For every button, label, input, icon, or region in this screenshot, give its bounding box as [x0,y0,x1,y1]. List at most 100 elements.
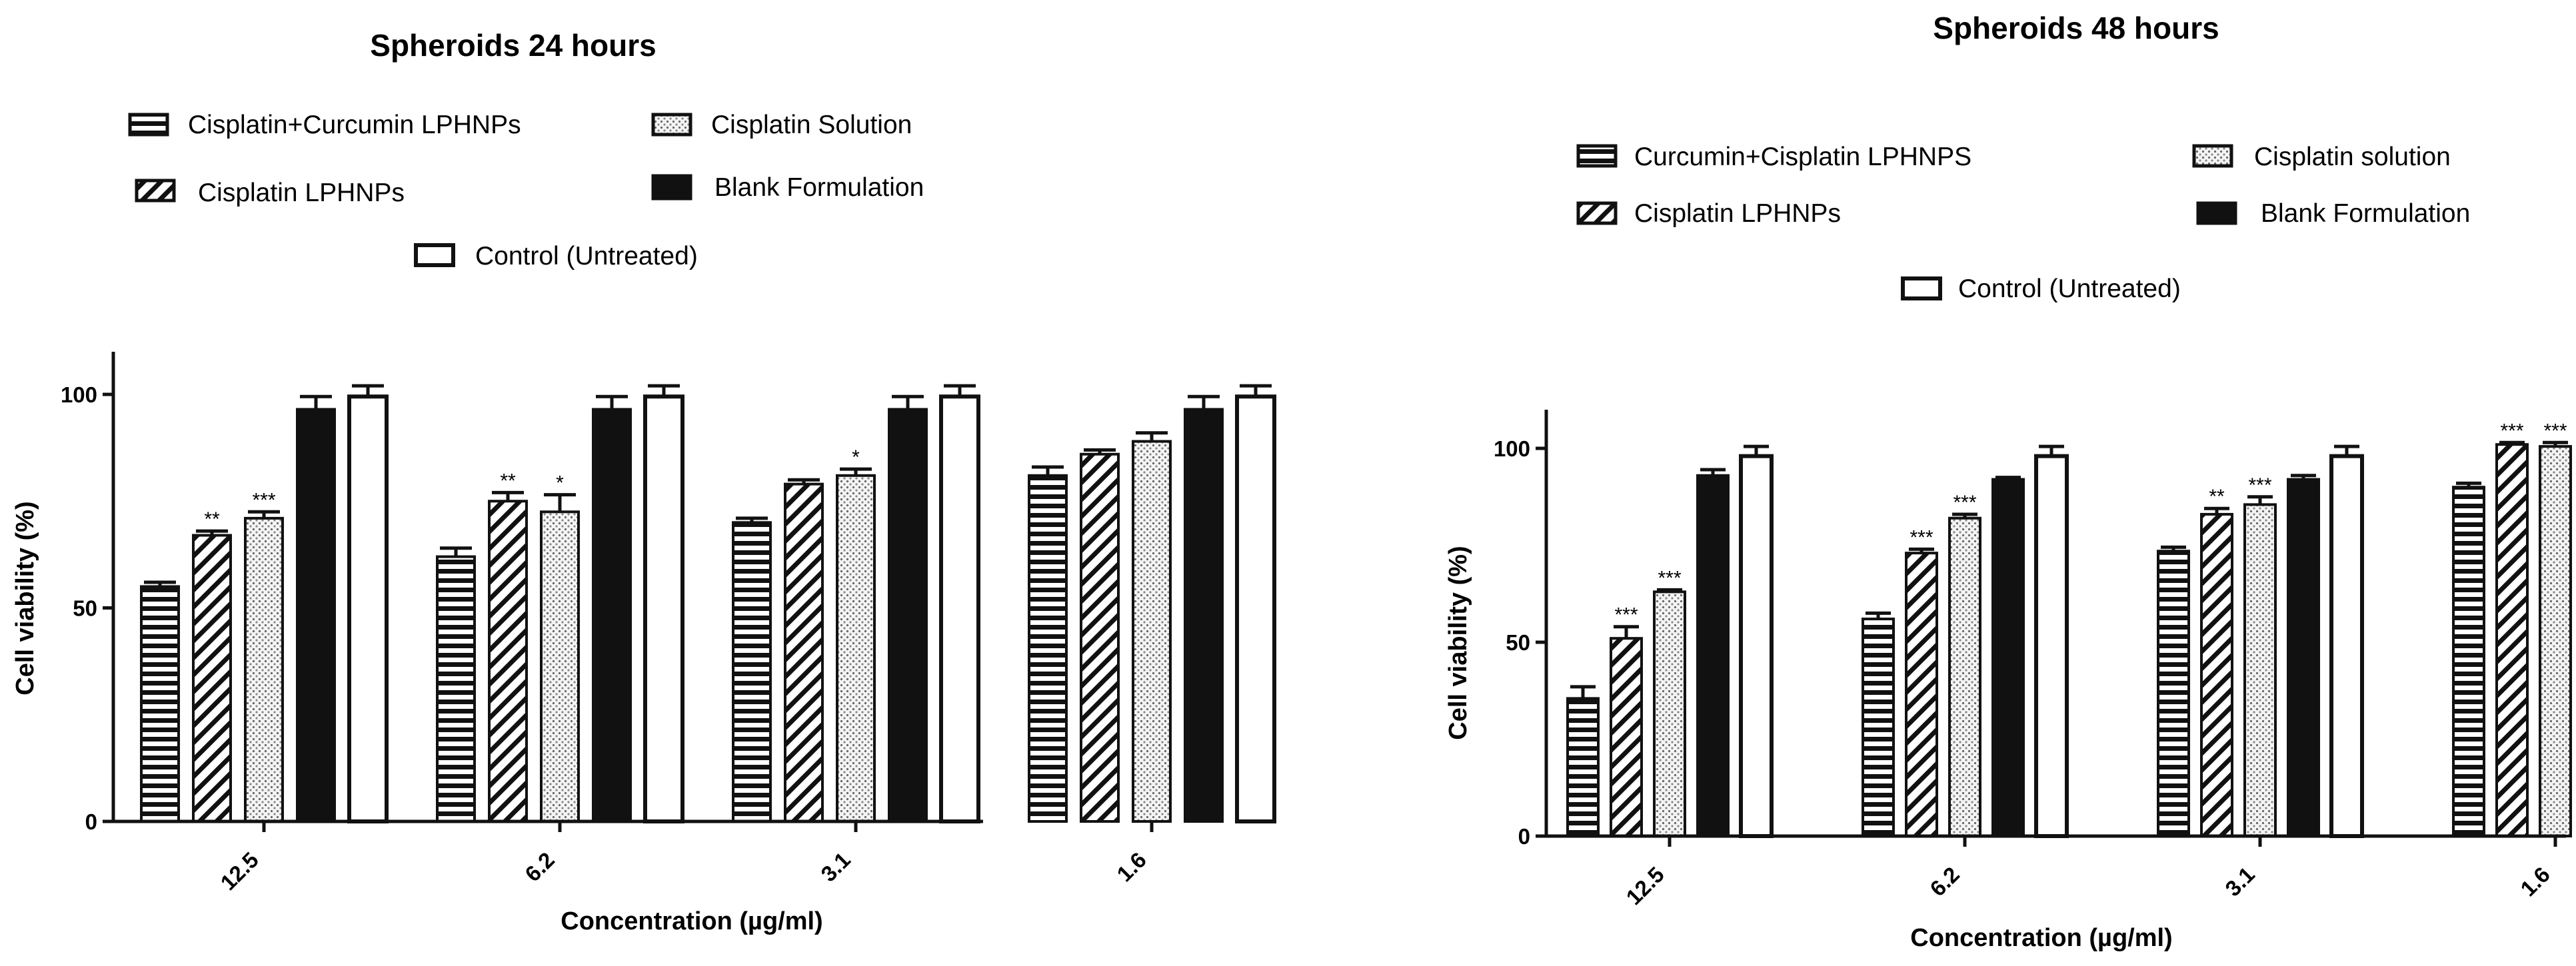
significance-label-48h: *** [1658,567,1681,589]
bar-24h-1-1_6 [1028,474,1068,823]
legend-48h-item-2: Cisplatin LPHNPs [1576,199,1841,228]
legend-24h-item-3: Cisplatin Solution [651,111,912,139]
bar-24h-1-3_1 [732,521,772,823]
legend-24h-item-4: Blank Formulation [651,173,924,202]
chart-24h-y-label: Cell viability (%) [11,501,39,695]
bar-48h-4-12_5 [1696,474,1730,837]
legend-24h-swatch-1 [128,113,169,137]
significance-label-48h: *** [1614,604,1638,626]
legend-24h-label-5: Control (Untreated) [475,242,698,270]
legend-48h-item-3: Cisplatin solution [2192,143,2451,171]
legend-48h-swatch-2 [1576,201,1618,225]
chart-48h-x-tick-label: 1.6 [2515,862,2555,901]
chart-24h-y-tick-label: 100 [61,382,97,407]
legend-48h-label-2: Cisplatin LPHNPs [1634,199,1841,228]
bar-48h-2-6_2 [1905,552,1938,837]
bar-24h-4-6_2 [592,408,632,823]
legend-48h-item-1: Curcumin+Cisplatin LPHNPS [1576,143,1971,171]
bar-24h-2-3_1 [784,482,824,823]
bar-24h-1-12_5 [140,585,180,823]
chart-24h-y-tick-label: 0 [85,809,97,834]
legend-24h-label-3: Cisplatin Solution [711,111,912,139]
legend-24h-swatch-4 [651,174,692,201]
bar-48h-1-1_6 [2452,486,2485,837]
bar-24h-3-3_1 [836,474,876,823]
chart-48h-x-ticks: 12.5 6.2 3.1 1.6 [1621,836,2557,910]
bar-48h-2-1_6 [2495,443,2529,837]
legend-24h-swatch-3 [651,113,692,137]
chart-48h-y-label: Cell viability (%) [1444,546,1472,739]
significance-label-24h: ** [204,508,220,530]
bar-48h-1-6_2 [1862,618,1895,838]
bar-24h-5-3_1 [939,394,980,823]
legend-24h-item-2: Cisplatin LPHNPs [135,179,405,207]
bar-48h-2-12_5 [1610,637,1643,837]
legend-48h-item-4: Blank Formulation [2196,199,2470,228]
chart-48h-bars: ************ ******** *** [1566,420,2572,838]
legend-48h-swatch-4 [2196,201,2237,225]
chart-48h: Spheroids 48 hours Curcumin+Cisplatin LP… [1444,11,2572,952]
significance-label-48h: *** [2543,420,2567,442]
chart-24h-x-tick-label: 6.2 [520,847,559,887]
chart-24h-legend: Cisplatin+Curcumin LPHNPs Cisplatin LPHN… [128,111,924,270]
bar-24h-5-1_6 [1235,394,1276,823]
chart-48h-x-tick-label: 3.1 [2220,862,2259,901]
chart-48h-y-tick-label: 100 [1494,436,1530,461]
bar-48h-4-3_1 [2287,478,2320,837]
legend-24h-swatch-2 [135,179,176,203]
legend-48h-label-4: Blank Formulation [2261,199,2470,228]
chart-48h-y-ticks: 0 50 100 [1494,436,1546,849]
bar-24h-4-1_6 [1184,408,1224,823]
bar-24h-1-6_2 [436,555,476,823]
bar-24h-4-12_5 [296,408,336,823]
significance-label-24h: * [852,446,860,468]
chart-24h-bars: ******* ** [140,384,1276,823]
bar-24h-5-6_2 [643,394,684,823]
legend-24h-item-1: Cisplatin+Curcumin LPHNPs [128,111,521,139]
significance-label-48h: ** [2209,486,2225,508]
bar-48h-3-1_6 [2539,445,2572,837]
chart-48h-title: Spheroids 48 hours [1933,11,2219,45]
legend-48h-item-5: Control (Untreated) [1901,274,2181,303]
significance-label-24h: ** [500,470,516,492]
legend-24h-swatch-5 [414,243,455,267]
legend-48h-swatch-3 [2192,144,2233,168]
legend-24h-label-1: Cisplatin+Curcumin LPHNPs [188,111,521,139]
chart-48h-x-tick-label: 12.5 [1621,862,1669,910]
legend-24h-label-4: Blank Formulation [714,173,924,202]
chart-24h-x-ticks: 12.5 6.2 3.1 1.6 [215,821,1154,895]
chart-24h: Spheroids 24 hours Cisplatin+Curcumin LP… [11,28,1276,935]
chart-24h-x-tick-label: 3.1 [816,847,855,887]
bar-24h-3-12_5 [244,516,284,823]
chart-48h-x-tick-label: 6.2 [1925,862,1964,901]
chart-24h-x-tick-label: 12.5 [215,847,263,895]
chart-24h-title: Spheroids 24 hours [370,28,656,63]
legend-48h-label-5: Control (Untreated) [1958,274,2181,303]
bar-24h-5-12_5 [347,394,389,823]
significance-label-48h: *** [1953,492,1976,514]
chart-48h-x-label: Concentration (µg/ml) [1910,924,2172,952]
legend-24h-item-5: Control (Untreated) [414,242,698,270]
bar-48h-3-6_2 [1948,516,1981,837]
bar-24h-2-12_5 [192,534,232,823]
bar-24h-2-1_6 [1080,452,1120,823]
chart-24h-x-label: Concentration (µg/ml) [561,907,822,935]
legend-48h-swatch-1 [1576,144,1618,168]
chart-48h-legend: Curcumin+Cisplatin LPHNPS Cisplatin LPHN… [1576,143,2470,303]
chart-48h-y-tick-label: 50 [1506,630,1530,655]
chart-24h-y-tick-label: 50 [73,596,97,621]
bar-48h-5-3_1 [2329,454,2364,838]
significance-label-24h: *** [252,489,275,511]
bar-24h-2-6_2 [488,500,528,823]
significance-label-24h: * [556,472,564,494]
significance-label-48h: *** [2248,474,2271,496]
bar-48h-3-3_1 [2243,503,2277,837]
bar-24h-4-3_1 [888,408,928,823]
chart-24h-x-tick-label: 1.6 [1112,847,1151,887]
bar-48h-1-12_5 [1566,697,1600,838]
bar-48h-4-6_2 [1991,478,2025,837]
bar-48h-2-3_1 [2200,512,2233,837]
